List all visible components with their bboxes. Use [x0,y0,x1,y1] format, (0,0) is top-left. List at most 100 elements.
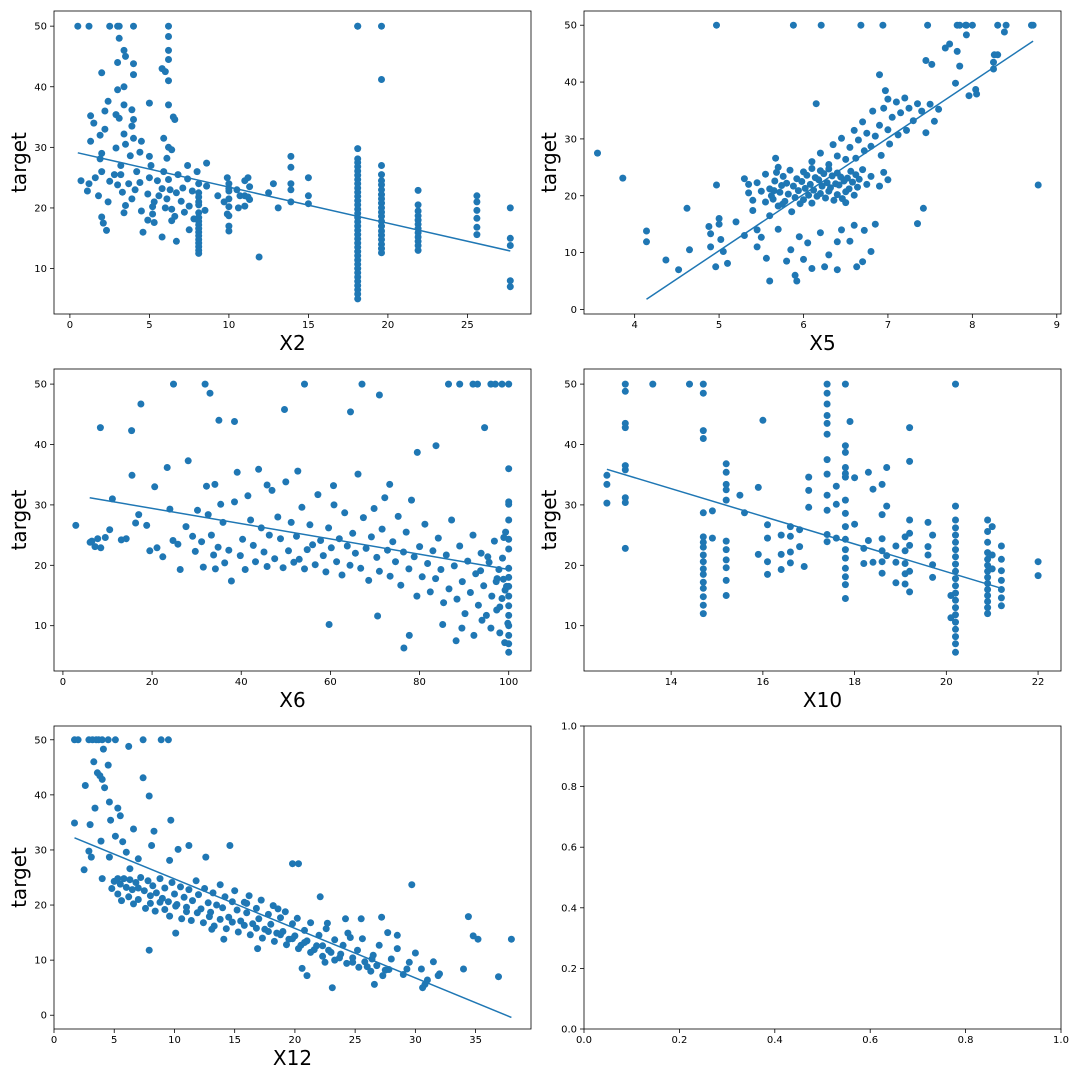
data-point [133,168,141,176]
data-point [892,558,900,566]
data-point [265,189,273,197]
data-point [984,528,992,535]
data-point [185,226,193,234]
subplot-3: 0 20 40 60 80 100 10 20 30 40 50 X6 target [7,368,532,712]
data-point [490,537,498,545]
data-point [219,904,227,912]
y-axis-label: target [7,489,31,550]
data-point [325,946,333,954]
data-point [952,567,959,575]
data-point [239,535,247,543]
data-point [997,567,1005,575]
data-point [331,956,339,964]
data-point [801,184,809,192]
y-axis-label: target [537,489,561,550]
regression-line [646,40,1034,300]
data-point [952,575,959,583]
x-tick-label: 18 [848,677,861,688]
data-point [90,758,98,766]
data-point [144,190,152,198]
data-point [400,644,408,652]
data-point [378,525,386,533]
data-point [952,560,959,568]
data-point [786,166,794,174]
data-point [301,939,308,946]
data-point [211,480,219,488]
data-point [225,195,233,203]
data-point [177,197,185,205]
data-point [225,180,233,188]
data-point [322,568,330,576]
data-point [81,782,89,789]
data-point [214,192,222,200]
data-point [122,848,130,856]
data-point [255,915,263,923]
data-point [338,571,346,579]
data-point [337,950,345,958]
data-point [503,582,510,590]
data-point [119,838,127,846]
data-point [906,541,914,549]
data-point [101,534,109,541]
data-point [234,928,242,936]
data-point [766,185,774,193]
data-point [87,137,95,145]
data-point [505,573,513,581]
data-point [252,558,259,566]
data-point [715,220,723,228]
data-point [825,161,833,168]
data-point [268,486,276,494]
data-point [414,246,422,254]
data-point [135,511,143,519]
data-point [166,856,174,864]
y-tick-label: 0.4 [561,903,577,914]
data-point [265,531,273,539]
data-point [408,496,415,504]
data-point [105,853,113,861]
data-point [378,236,385,243]
data-point [952,640,959,648]
data-point [289,860,296,868]
data-point [621,424,629,432]
x-axis-label: X10 [803,688,842,712]
data-point [881,87,889,95]
data-point [491,380,499,388]
data-point [236,552,244,560]
data-point [699,584,707,592]
data-point [470,631,478,639]
data-point [307,948,315,956]
data-point [841,554,849,562]
data-point [860,226,868,234]
data-point [166,186,174,194]
data-point [984,610,992,618]
data-point [838,134,845,142]
data-point [732,218,740,226]
data-point [354,946,361,954]
data-point [321,958,329,966]
data-point [777,531,785,539]
data-point [762,254,770,262]
data-point [161,884,169,892]
data-point [745,189,753,197]
data-point [888,113,896,121]
data-point [144,877,152,885]
data-point [448,516,456,524]
data-point [134,884,142,892]
data-point [202,853,210,861]
y-tick-label: 30 [34,500,47,511]
data-point [139,228,147,236]
data-point [835,181,843,189]
data-point [402,528,410,536]
data-point [132,519,140,527]
y-tick-label: 0.6 [561,843,577,854]
data-point [325,524,333,532]
data-point [857,21,865,29]
x-tick-label: 22 [1032,677,1045,688]
x-axis-label: X5 [809,331,835,355]
x-tick-label: 4 [631,320,637,331]
data-point [722,496,730,504]
data-point [185,842,193,849]
data-point [432,575,440,583]
data-point [157,736,165,744]
data-point [456,542,464,550]
